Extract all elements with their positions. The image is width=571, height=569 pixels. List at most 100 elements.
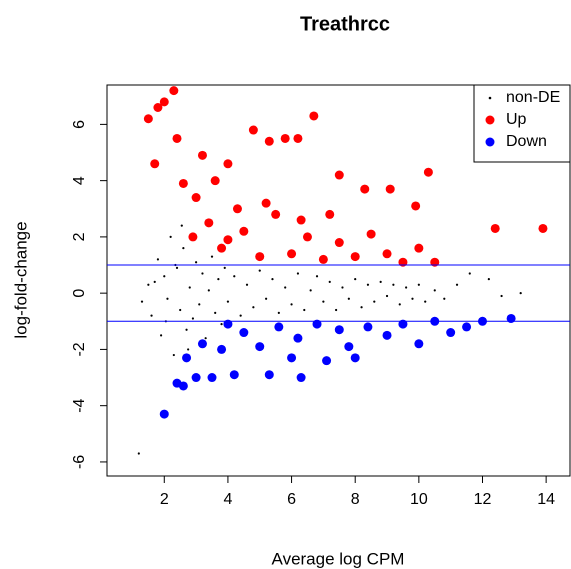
point [239, 226, 249, 236]
point [398, 257, 408, 267]
point [373, 300, 376, 303]
point [366, 283, 370, 286]
point [264, 370, 274, 380]
point [417, 283, 420, 286]
point [414, 243, 424, 253]
point [175, 266, 179, 269]
point [424, 300, 427, 303]
point [261, 198, 271, 208]
point [180, 224, 183, 227]
point [201, 272, 204, 275]
point [252, 306, 255, 309]
point [500, 294, 503, 298]
point [309, 111, 319, 121]
chart-title: Treathrcc [300, 13, 390, 35]
point [271, 209, 281, 219]
point [398, 303, 401, 306]
point [296, 373, 306, 383]
point [411, 201, 421, 211]
point [318, 254, 328, 264]
point [398, 319, 408, 329]
point [284, 286, 287, 289]
point [462, 322, 472, 332]
point [169, 235, 172, 238]
x-tick-label: 6 [287, 491, 296, 508]
point [197, 150, 207, 160]
point [239, 328, 249, 338]
legend-label: Up [506, 111, 527, 128]
point [325, 209, 335, 219]
point [182, 353, 192, 363]
point [296, 215, 306, 225]
point [303, 308, 306, 312]
point [312, 319, 322, 329]
point [178, 178, 188, 188]
point [178, 381, 188, 391]
point [287, 353, 297, 363]
x-tick-label: 12 [474, 491, 492, 508]
point [214, 311, 217, 314]
point [379, 280, 382, 284]
point [446, 328, 456, 338]
point [360, 306, 363, 309]
point [220, 323, 223, 326]
point [423, 167, 433, 177]
point [335, 308, 338, 312]
point [207, 289, 210, 292]
point [226, 300, 230, 303]
point [271, 277, 274, 281]
point [191, 193, 201, 203]
point [245, 283, 249, 286]
point [223, 159, 233, 169]
point [433, 289, 436, 292]
point [350, 353, 360, 363]
point [287, 249, 297, 259]
legend-marker [488, 96, 492, 100]
point [360, 184, 370, 194]
point [137, 452, 140, 455]
point [223, 319, 233, 329]
point [334, 325, 344, 335]
point [293, 133, 303, 143]
point [239, 314, 242, 317]
point [382, 249, 392, 259]
point [538, 223, 548, 233]
point [405, 286, 408, 289]
y-tick-label: 2 [71, 232, 88, 241]
point [217, 277, 220, 281]
x-tick-label: 2 [160, 491, 169, 508]
point [274, 322, 284, 332]
point [258, 269, 261, 272]
point [385, 294, 389, 298]
point [194, 261, 198, 264]
x-tick-label: 10 [410, 491, 428, 508]
point [188, 232, 198, 242]
point [153, 280, 156, 284]
y-tick-label: 4 [71, 176, 88, 185]
point [229, 370, 239, 380]
point [487, 277, 490, 281]
point [350, 252, 360, 262]
point [191, 317, 195, 320]
x-tick-label: 4 [223, 491, 232, 508]
y-axis-label: log-fold-change [11, 221, 30, 338]
point [143, 114, 153, 124]
point [147, 283, 150, 286]
point [159, 97, 169, 107]
point [210, 255, 214, 258]
y-tick-label: 6 [71, 120, 88, 129]
point [217, 243, 227, 253]
point [217, 344, 227, 354]
point [506, 313, 516, 323]
point [204, 218, 214, 228]
point [150, 159, 160, 169]
point [334, 170, 344, 180]
point [150, 314, 153, 317]
y-tick-label: -4 [71, 398, 88, 412]
point [198, 303, 201, 306]
point [159, 334, 163, 337]
point [185, 328, 188, 331]
point [223, 235, 233, 245]
point [293, 333, 303, 343]
point [210, 176, 220, 186]
